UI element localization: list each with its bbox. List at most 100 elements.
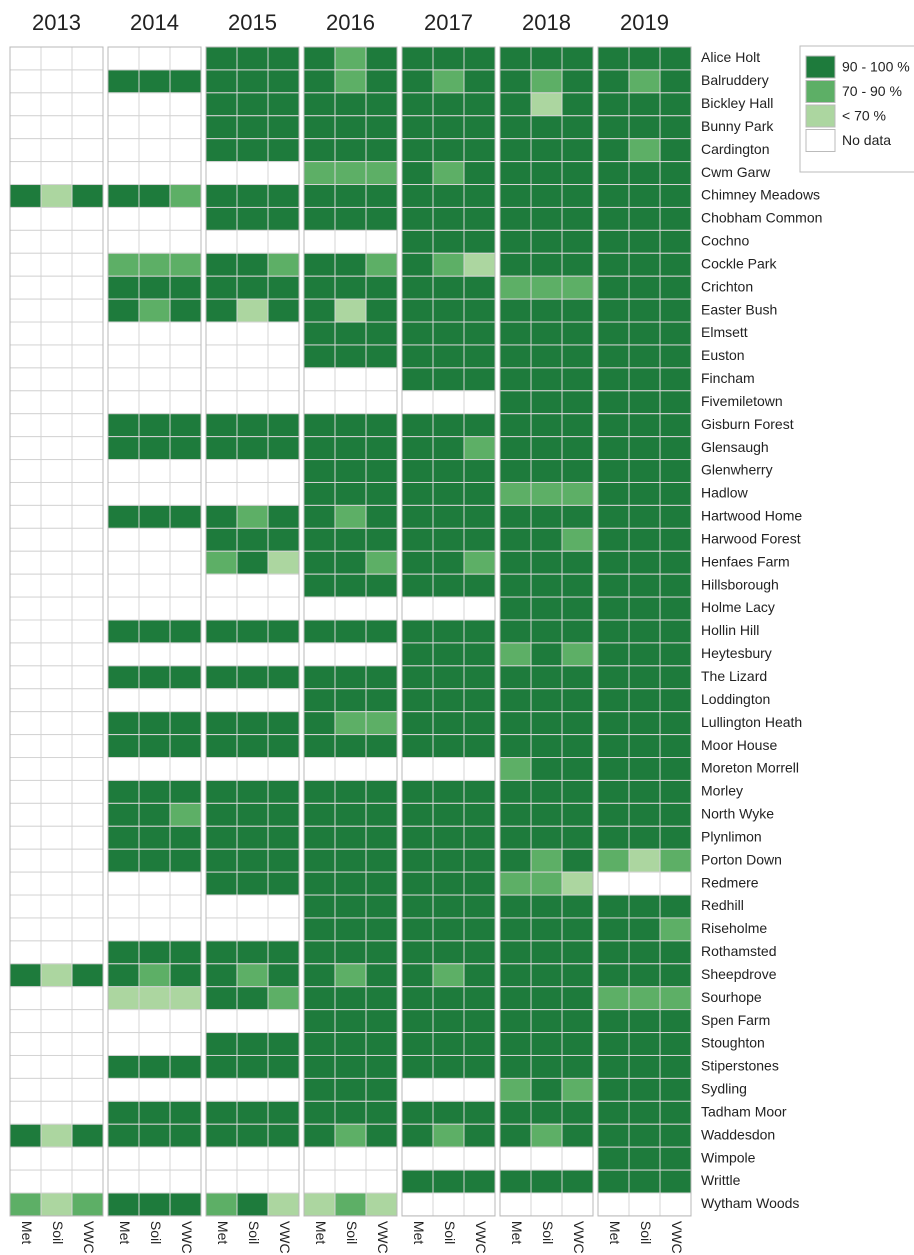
heatmap-cell <box>169 436 202 461</box>
legend-swatch <box>805 104 836 128</box>
heatmap-cell <box>169 92 202 117</box>
heatmap-cell <box>138 527 171 552</box>
heatmap-cell <box>499 229 532 254</box>
heatmap-cell <box>499 1100 532 1125</box>
heatmap-cell <box>432 1009 465 1034</box>
heatmap-cell <box>9 1009 42 1034</box>
heatmap-cell <box>138 550 171 575</box>
heatmap-cell <box>561 115 594 140</box>
heatmap-cell <box>463 688 496 713</box>
heatmap-cell <box>597 940 630 965</box>
heatmap-cell <box>530 413 563 438</box>
heatmap-cell <box>138 436 171 461</box>
heatmap-cell <box>401 367 434 392</box>
heatmap-cell <box>71 802 104 827</box>
heatmap-cell <box>597 711 630 736</box>
heatmap-cell <box>267 92 300 117</box>
heatmap-cell <box>463 229 496 254</box>
heatmap-cell <box>71 1123 104 1148</box>
heatmap-cell <box>71 550 104 575</box>
heatmap-cell <box>334 138 367 163</box>
heatmap-cell <box>169 275 202 300</box>
heatmap-cell <box>169 894 202 919</box>
heatmap-cell <box>334 1077 367 1102</box>
heatmap-cell <box>9 1077 42 1102</box>
heatmap-cell <box>334 92 367 117</box>
heatmap-cell <box>9 390 42 415</box>
legend-label: 90 - 100 % <box>842 59 910 75</box>
heatmap-cell <box>236 206 269 231</box>
heatmap-cell <box>561 1123 594 1148</box>
heatmap-cell <box>138 779 171 804</box>
heatmap-cell <box>365 573 398 598</box>
legend-label: 70 - 90 % <box>842 83 902 99</box>
heatmap-cell <box>463 1169 496 1194</box>
heatmap-cell <box>401 69 434 94</box>
heatmap-cell <box>267 1100 300 1125</box>
heatmap-cell <box>463 298 496 323</box>
heatmap-cell <box>365 779 398 804</box>
heatmap-cell <box>303 734 336 759</box>
heatmap-cell <box>365 619 398 644</box>
heatmap-cell <box>597 596 630 621</box>
row-label: Tadham Moor <box>701 1103 787 1119</box>
heatmap-cell <box>71 252 104 277</box>
heatmap-cell <box>499 871 532 896</box>
heatmap-cell <box>334 184 367 208</box>
heatmap-cell <box>365 665 398 690</box>
heatmap-cell <box>205 1077 238 1102</box>
heatmap-cell <box>401 1192 434 1217</box>
heatmap-cell <box>628 550 661 575</box>
row-label: North Wyke <box>701 806 774 822</box>
heatmap-cell <box>169 138 202 163</box>
heatmap-cell <box>628 252 661 277</box>
heatmap-cell <box>432 894 465 919</box>
heatmap-cell <box>530 894 563 919</box>
heatmap-cell <box>303 917 336 942</box>
heatmap-cell <box>205 596 238 621</box>
heatmap-cell <box>597 252 630 277</box>
heatmap-cell <box>9 986 42 1011</box>
heatmap-cell <box>561 734 594 759</box>
heatmap-cell <box>499 206 532 231</box>
heatmap-cell <box>530 757 563 781</box>
heatmap-cell <box>432 550 465 575</box>
heatmap-cell <box>107 1169 140 1194</box>
row-label: Wytham Woods <box>701 1195 799 1211</box>
heatmap-cell <box>334 527 367 552</box>
heatmap-cell <box>432 161 465 186</box>
heatmap-cell <box>107 550 140 575</box>
heatmap-cell <box>169 596 202 621</box>
heatmap-cell <box>530 802 563 827</box>
heatmap-cell <box>561 963 594 988</box>
heatmap-cell <box>432 229 465 254</box>
heatmap-cell <box>303 688 336 713</box>
heatmap-cell <box>205 413 238 438</box>
heatmap-cell <box>71 390 104 415</box>
heatmap-cell <box>40 757 73 781</box>
heatmap-cell <box>463 92 496 117</box>
heatmap-cell <box>499 1123 532 1148</box>
heatmap-cell <box>236 596 269 621</box>
heatmap-cell <box>107 1192 140 1217</box>
heatmap-cell <box>9 894 42 919</box>
heatmap-cell <box>432 573 465 598</box>
heatmap-cell <box>401 92 434 117</box>
heatmap-cell <box>334 1146 367 1171</box>
heatmap-cell <box>463 413 496 438</box>
column-label: 2017 <box>424 10 473 35</box>
heatmap-cell <box>40 665 73 690</box>
heatmap-cell <box>628 413 661 438</box>
heatmap-cell <box>432 527 465 552</box>
heatmap-cell <box>530 871 563 896</box>
heatmap-cell <box>138 46 171 71</box>
row-label: Fincham <box>701 370 755 386</box>
heatmap-cell <box>401 665 434 690</box>
heatmap-cell <box>303 665 336 690</box>
heatmap-cell <box>401 459 434 483</box>
heatmap-cell <box>463 46 496 71</box>
row-label: Euston <box>701 347 745 363</box>
heatmap-cell <box>499 1169 532 1194</box>
heatmap-cell <box>659 711 692 736</box>
heatmap-cell <box>463 138 496 163</box>
